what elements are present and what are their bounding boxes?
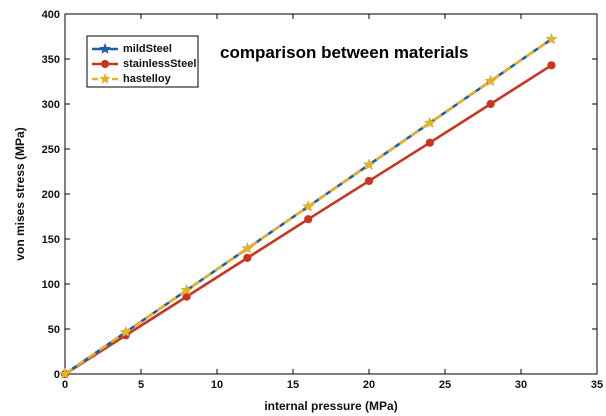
y-tick-label: 50 [48, 324, 60, 336]
data-point-stainlesssteel [486, 99, 495, 109]
data-point-stainlesssteel [243, 253, 252, 262]
data-point-hastelloy [424, 116, 436, 128]
legend-label-hastelloy: hastelloy [123, 73, 172, 85]
y-axis-ticks: 0 50 100 150 200 250 300 350 400 [42, 9, 597, 381]
x-tick-label: 15 [287, 379, 299, 391]
data-point-stainlesssteel [182, 292, 191, 301]
y-tick-label: 0 [54, 369, 60, 381]
x-tick-label: 30 [515, 379, 527, 391]
x-tick-label: 20 [363, 379, 375, 391]
data-point-hastelloy [120, 326, 132, 338]
data-point-hastelloy [484, 75, 497, 86]
data-point-hastelloy [59, 367, 71, 379]
y-tick-label: 350 [42, 54, 60, 66]
y-axis-title: von mises stress (MPa) [13, 127, 27, 260]
data-point-hastelloy [545, 33, 558, 45]
x-tick-label: 5 [138, 379, 144, 391]
series-layer [59, 33, 558, 379]
chart-title: comparison between materials [220, 43, 468, 62]
data-point-stainlesssteel [425, 138, 434, 147]
legend-marker-mildsteel [99, 42, 111, 54]
data-point-hastelloy [363, 158, 375, 170]
legend-label-mildsteel: mildSteel [123, 43, 172, 55]
x-tick-label: 10 [211, 379, 223, 391]
legend-entries [92, 42, 118, 84]
y-tick-label: 400 [42, 9, 60, 21]
y-tick-label: 250 [42, 144, 60, 156]
legend-marker-stainlesssteel [100, 59, 110, 69]
y-tick-label: 100 [42, 279, 60, 291]
legend-marker-hastelloy [99, 72, 111, 84]
data-point-hastelloy [241, 242, 254, 254]
y-tick-label: 300 [42, 99, 60, 111]
legend: mildSteel stainlessSteel hastelloy [86, 35, 199, 88]
x-axis-title: internal pressure (MPa) [264, 399, 397, 413]
x-axis-ticks: 0 5 10 15 20 25 30 35 [62, 14, 603, 391]
y-tick-label: 200 [42, 189, 60, 201]
legend-label-stainlesssteel: stainlessSteel [123, 58, 196, 70]
y-tick-label: 150 [42, 234, 60, 246]
data-point-hastelloy [180, 284, 193, 296]
x-tick-label: 25 [439, 379, 451, 391]
data-point-stainlesssteel [547, 61, 556, 70]
data-point-stainlesssteel [364, 176, 374, 186]
x-tick-label: 35 [591, 379, 603, 391]
data-point-hastelloy [302, 200, 314, 212]
data-point-stainlesssteel [304, 215, 313, 224]
x-tick-label: 0 [62, 379, 68, 391]
